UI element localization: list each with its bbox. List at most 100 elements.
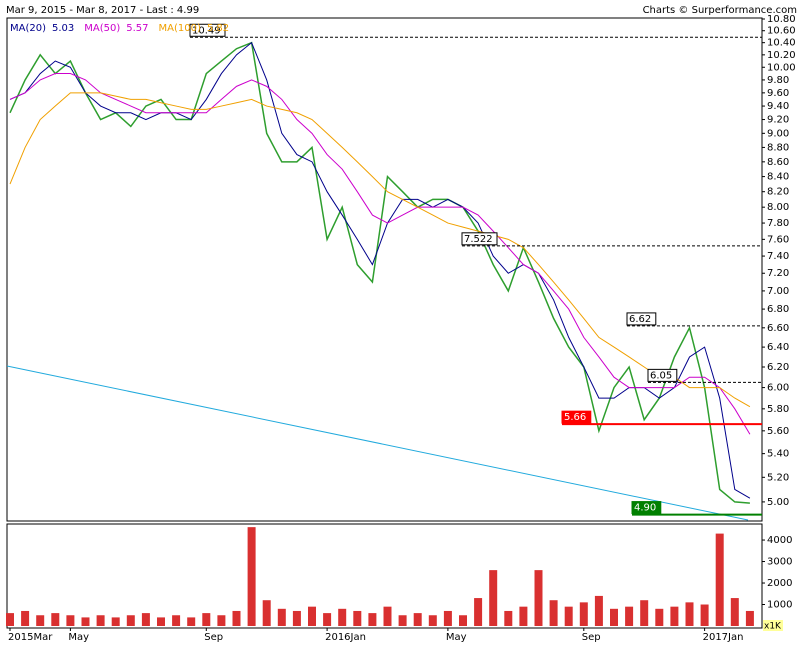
volume-bar bbox=[670, 606, 679, 626]
legend-name: MA(20) bbox=[10, 23, 46, 34]
credit: Charts © Surperformance.com bbox=[643, 5, 797, 16]
volume-bar bbox=[262, 600, 271, 626]
volume-bar bbox=[111, 617, 120, 626]
volume-bar bbox=[549, 600, 558, 626]
volume-bar bbox=[610, 608, 618, 626]
y-tick-label: 5.60 bbox=[767, 426, 789, 437]
volume-bar bbox=[745, 610, 754, 626]
volume-bar bbox=[141, 613, 150, 626]
volume-bar bbox=[36, 615, 45, 626]
price-line bbox=[9, 41, 750, 504]
volume-unit: x1K bbox=[764, 622, 782, 632]
level-box bbox=[631, 501, 662, 515]
volume-bar bbox=[96, 615, 105, 626]
y-tick-label: 5.20 bbox=[767, 472, 789, 483]
volume-bar bbox=[640, 600, 649, 626]
y-tick-label: 7.60 bbox=[767, 234, 789, 245]
ma-line bbox=[9, 41, 751, 499]
y-tick-label: 6.20 bbox=[767, 362, 789, 373]
y-tick-label: 6.80 bbox=[767, 304, 789, 315]
y-tick-label: 6.00 bbox=[767, 383, 789, 394]
volume-bar bbox=[474, 598, 483, 626]
y-tick-label: 10.60 bbox=[767, 26, 796, 37]
volume-bar bbox=[655, 608, 664, 626]
level-box bbox=[626, 312, 657, 326]
level-box bbox=[461, 232, 498, 246]
volume-bar bbox=[277, 608, 286, 626]
y-tick-label: 7.40 bbox=[767, 251, 789, 262]
volume-bar bbox=[730, 598, 739, 626]
volume-bar bbox=[443, 610, 452, 626]
volume-bar bbox=[368, 613, 377, 626]
y-tick-label: 8.40 bbox=[767, 172, 789, 183]
y-tick-label: 7.80 bbox=[767, 218, 789, 229]
volume-bar bbox=[292, 610, 301, 626]
y-tick-label: 10.20 bbox=[767, 50, 796, 61]
legend-name: MA(100) bbox=[159, 23, 201, 34]
volume-bar bbox=[232, 610, 241, 626]
ma-line bbox=[9, 73, 751, 435]
volume-bar bbox=[81, 617, 90, 626]
y-tick-label: 7.00 bbox=[767, 286, 789, 297]
y-tick-label: 7.20 bbox=[767, 268, 789, 279]
legend-value: 5.82 bbox=[207, 23, 229, 34]
y-tick-label: 10.40 bbox=[767, 38, 796, 49]
volume-bar bbox=[323, 613, 332, 626]
volume-bar bbox=[519, 606, 528, 626]
level-box bbox=[189, 23, 226, 37]
x-tick-label: 2017Jan bbox=[703, 632, 744, 643]
trendline bbox=[6, 365, 749, 521]
volume-bar bbox=[383, 606, 392, 626]
volume-tick-label: 1000 bbox=[767, 600, 792, 611]
chart-title: Mar 9, 2015 - Mar 8, 2017 - Last : 4.99 bbox=[6, 5, 199, 16]
volume-bar bbox=[308, 606, 316, 626]
level-label: 6.62 bbox=[629, 314, 651, 325]
y-tick-label: 9.60 bbox=[767, 88, 789, 99]
volume-bar bbox=[21, 610, 30, 626]
volume-bar bbox=[172, 615, 181, 626]
legend-value: 5.03 bbox=[52, 23, 74, 34]
x-tick-label: 2015Mar bbox=[8, 632, 53, 643]
legend-name: MA(50) bbox=[84, 23, 120, 34]
level-box bbox=[561, 410, 592, 424]
y-tick-label: 9.40 bbox=[767, 101, 789, 112]
volume-bar bbox=[489, 570, 498, 626]
volume-bar bbox=[126, 615, 135, 626]
level-label: 10.49 bbox=[192, 25, 221, 36]
y-tick-label: 5.80 bbox=[767, 404, 789, 415]
volume-bar bbox=[625, 606, 634, 626]
y-tick-label: 8.80 bbox=[767, 142, 789, 153]
volume-bar bbox=[579, 602, 588, 626]
volume-bar bbox=[534, 570, 543, 626]
price-panel bbox=[6, 17, 763, 522]
volume-bar bbox=[398, 615, 407, 626]
y-tick-label: 9.80 bbox=[767, 75, 789, 86]
y-tick-label: 10.00 bbox=[767, 62, 796, 73]
y-tick-label: 8.60 bbox=[767, 157, 789, 168]
volume-panel bbox=[6, 523, 763, 629]
volume-bar bbox=[428, 615, 437, 626]
level-label: 5.66 bbox=[564, 412, 586, 423]
volume-bar bbox=[187, 617, 196, 626]
level-box bbox=[647, 368, 678, 382]
volume-tick-label: 3000 bbox=[767, 557, 792, 568]
volume-bar bbox=[413, 613, 422, 626]
level-label: 4.90 bbox=[634, 503, 656, 514]
volume-bar bbox=[700, 604, 709, 626]
volume-tick-label: 2000 bbox=[767, 578, 792, 589]
volume-bar bbox=[594, 595, 603, 626]
y-tick-label: 5.40 bbox=[767, 449, 789, 460]
level-label: 7.522 bbox=[464, 234, 493, 245]
volume-bar bbox=[564, 606, 573, 626]
volume-bar bbox=[66, 615, 75, 626]
x-tick-label: May bbox=[446, 632, 467, 643]
volume-bar bbox=[247, 527, 256, 626]
volume-bar bbox=[157, 617, 165, 626]
y-tick-label: 5.00 bbox=[767, 497, 789, 508]
volume-bar bbox=[51, 613, 60, 626]
y-tick-label: 9.00 bbox=[767, 128, 789, 139]
x-tick-label: Sep bbox=[204, 632, 223, 643]
y-tick-label: 8.00 bbox=[767, 202, 789, 213]
